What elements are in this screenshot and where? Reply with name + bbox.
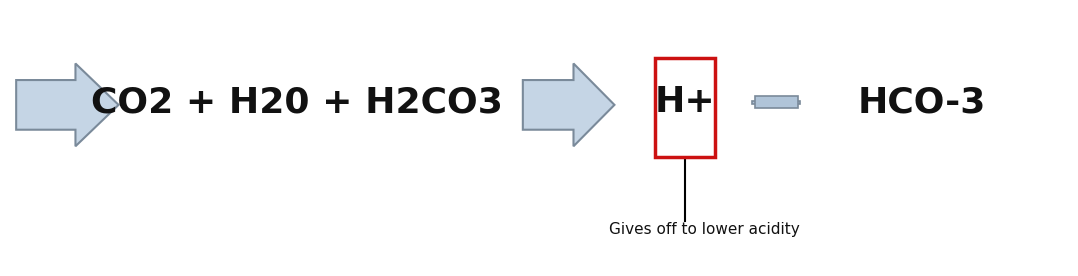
Text: HCO-3: HCO-3 [857,85,986,119]
Bar [752,101,800,104]
Text: Gives off to lower acidity: Gives off to lower acidity [609,222,800,237]
Text: H+: H+ [654,85,715,119]
FancyArrow shape [523,63,614,146]
Bar [755,96,798,108]
FancyArrow shape [16,63,119,146]
Text: CO2 + H20 + H2CO3: CO2 + H20 + H2CO3 [91,85,502,119]
Bar [655,58,715,157]
